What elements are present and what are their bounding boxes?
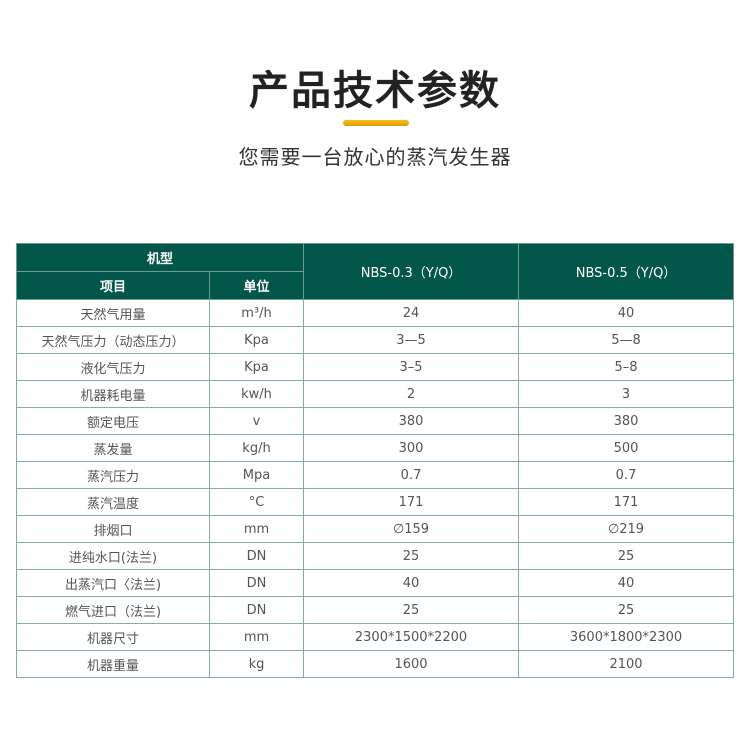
unit-cell: Mpa (208, 461, 305, 489)
item-cell: 天然气用量 (16, 299, 210, 327)
table-row: 机器重量 kg 1600 2100 (16, 650, 735, 678)
table-row: 蒸汽温度 °C 171 171 (16, 488, 735, 516)
model-1-value: 171 (303, 488, 520, 516)
unit-header: 单位 (208, 271, 305, 300)
item-cell: 蒸发量 (16, 434, 210, 462)
item-cell: 蒸汽压力 (16, 461, 210, 489)
model-1-value: 1600 (303, 650, 520, 678)
table-row: 出蒸汽口〈法兰) DN 40 40 (16, 569, 735, 597)
model-2-value: 171 (518, 488, 735, 516)
table-row: 液化气压力 Kpa 3–5 5–8 (16, 353, 735, 381)
model-1-value: 3—5 (303, 326, 520, 354)
table-row: 蒸汽压力 Mpa 0.7 0.7 (16, 461, 735, 489)
unit-cell: °C (208, 488, 305, 516)
model-1-value: 3–5 (303, 353, 520, 381)
group-header: 机型 (15, 243, 305, 272)
model-2-value: 3600*1800*2300 (518, 623, 735, 651)
model-1-value: 300 (303, 434, 520, 462)
table-row: 进纯水口(法兰) DN 25 25 (16, 542, 735, 570)
table-row: 天然气用量 m³/h 24 40 (16, 299, 735, 327)
model-2-value: 5—8 (518, 326, 735, 354)
table-row: 天然气压力（动态压力） Kpa 3—5 5—8 (16, 326, 735, 354)
unit-cell: m³/h (208, 299, 305, 327)
model-2-value: 25 (518, 542, 735, 570)
page-title: 产品技术参数 (249, 68, 501, 114)
unit-cell: v (208, 407, 305, 435)
unit-cell: DN (208, 596, 305, 624)
table-row: 额定电压 v 380 380 (16, 407, 735, 435)
unit-cell: DN (208, 542, 305, 570)
model-2-value: 380 (518, 407, 735, 435)
model-1-value: 25 (303, 542, 520, 570)
item-cell: 进纯水口(法兰) (16, 542, 210, 570)
item-header: 项目 (16, 271, 210, 300)
model-2-value: 0.7 (518, 461, 735, 489)
model-2-value: 25 (518, 596, 735, 624)
model-2-value: 3 (518, 380, 735, 408)
model-2-value: 2100 (518, 650, 735, 678)
page-subtitle: 您需要一台放心的蒸汽发生器 (238, 145, 512, 169)
unit-cell: kw/h (208, 380, 305, 408)
item-cell: 液化气压力 (16, 353, 210, 381)
model-2-value: 40 (518, 569, 735, 597)
item-cell: 出蒸汽口〈法兰) (16, 569, 210, 597)
model-2-value: ∅219 (518, 515, 735, 543)
model-2-value: 500 (518, 434, 735, 462)
item-cell: 机器耗电量 (16, 380, 210, 408)
unit-cell: kg (208, 650, 305, 678)
table-row: 机器尺寸 mm 2300*1500*2200 3600*1800*2300 (16, 623, 735, 651)
model-1-value: 40 (303, 569, 520, 597)
item-cell: 排烟口 (16, 515, 210, 543)
model-1-value: 0.7 (303, 461, 520, 489)
model-header: NBS-0.3（Y/Q） (303, 243, 520, 300)
model-1-value: 24 (303, 299, 520, 327)
item-cell: 天然气压力（动态压力） (16, 326, 210, 354)
item-cell: 蒸汽温度 (16, 488, 210, 516)
item-cell: 机器重量 (16, 650, 210, 678)
model-1-value: 25 (303, 596, 520, 624)
item-cell: 额定电压 (16, 407, 210, 435)
table-row: 蒸发量 kg/h 300 500 (16, 434, 735, 462)
unit-cell: mm (208, 623, 305, 651)
model-2-value: 40 (518, 299, 735, 327)
model-1-value: 2 (303, 380, 520, 408)
table-row: 燃气进口（法兰) DN 25 25 (16, 596, 735, 624)
model-2-value: 5–8 (518, 353, 735, 381)
unit-cell: kg/h (208, 434, 305, 462)
unit-cell: Kpa (208, 353, 305, 381)
item-cell: 燃气进口（法兰) (16, 596, 210, 624)
table-row: 机器耗电量 kw/h 2 3 (16, 380, 735, 408)
model-header: NBS-0.5（Y/Q） (518, 243, 735, 300)
spec-table: 机型 NBS-0.3（Y/Q） NBS-0.5（Y/Q） 项目 单位 天然气用量… (15, 243, 735, 678)
table-row: 排烟口 mm ∅159 ∅219 (16, 515, 735, 543)
model-1-value: ∅159 (303, 515, 520, 543)
model-1-value: 380 (303, 407, 520, 435)
item-cell: 机器尺寸 (16, 623, 210, 651)
unit-cell: Kpa (208, 326, 305, 354)
title-accent-bar (343, 120, 409, 126)
unit-cell: DN (208, 569, 305, 597)
unit-cell: mm (208, 515, 305, 543)
model-1-value: 2300*1500*2200 (303, 623, 520, 651)
